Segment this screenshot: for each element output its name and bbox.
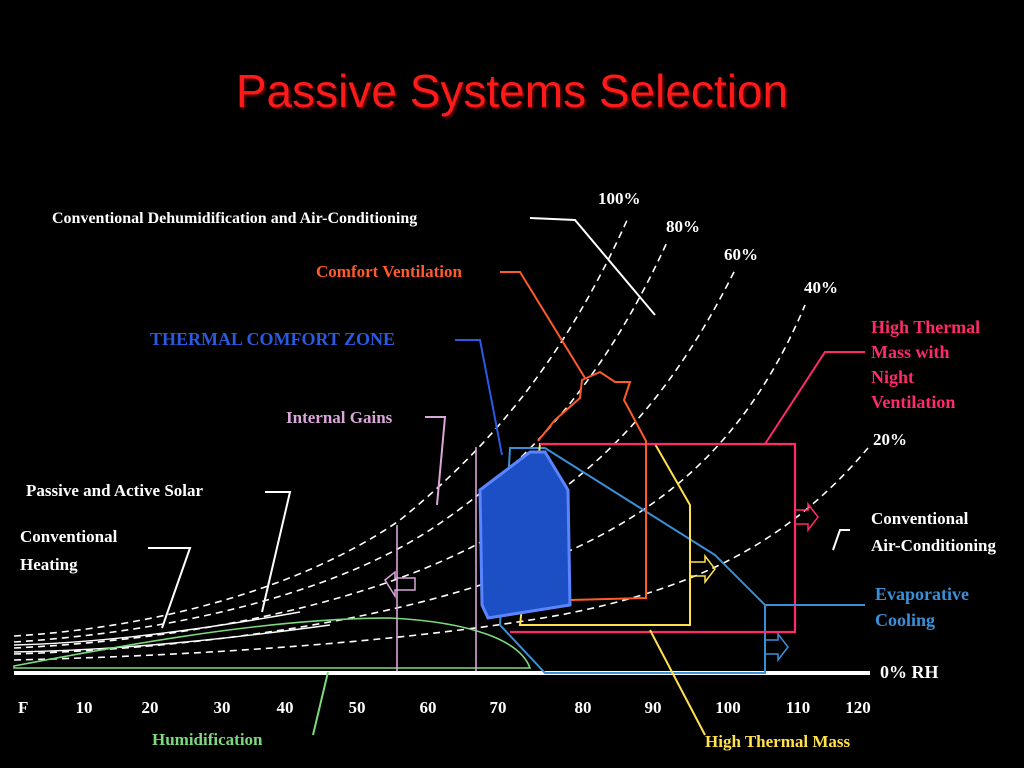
leader-htm-night bbox=[764, 351, 865, 445]
leader-high-thermal-mass bbox=[649, 629, 706, 736]
label-humidification: Humidification bbox=[152, 730, 263, 749]
htm-night-vent-zone bbox=[510, 442, 797, 634]
label-htm-night-4: Ventilation bbox=[871, 392, 955, 412]
rh-label-100: 100% bbox=[598, 189, 641, 208]
leader-humidification bbox=[312, 671, 329, 736]
pink-arrow-head bbox=[795, 501, 819, 533]
rh-label-40: 40% bbox=[804, 278, 838, 297]
label-baseline: 0% RH bbox=[880, 662, 939, 682]
label-evap-1: Evaporative bbox=[875, 584, 969, 604]
x-tick-label: 50 bbox=[349, 698, 366, 717]
label-conv-ac-1: Conventional bbox=[871, 509, 969, 528]
leader-thermal-zone bbox=[455, 339, 503, 456]
x-tick-label: 100 bbox=[715, 698, 741, 717]
label-htm-night-1: High Thermal bbox=[871, 317, 980, 337]
label-thermal-zone: THERMAL COMFORT ZONE bbox=[150, 329, 395, 349]
label-conv-heating-1: Conventional bbox=[20, 527, 118, 546]
label-htm-night-3: Night bbox=[871, 367, 914, 387]
rh-label-20: 20% bbox=[873, 430, 907, 449]
yellow-arrow-head bbox=[690, 553, 716, 585]
rh-curve-solid-a bbox=[13, 611, 301, 646]
leader-internal-gains bbox=[425, 416, 447, 506]
slide-title: Passive Systems Selection bbox=[235, 65, 789, 117]
x-tick-label: 10 bbox=[76, 698, 93, 717]
x-tick-label: 60 bbox=[420, 698, 437, 717]
label-solar: Passive and Active Solar bbox=[26, 481, 204, 500]
leader-conv-heating bbox=[148, 547, 192, 629]
humidification-zone bbox=[13, 617, 532, 669]
rh-curve-40 bbox=[13, 304, 806, 655]
leader-solar bbox=[261, 491, 292, 613]
leader-conv-ac bbox=[832, 529, 850, 551]
conv-heating-arrow bbox=[384, 570, 416, 599]
x-axis-label: F bbox=[18, 698, 28, 717]
x-tick-label: 120 bbox=[845, 698, 871, 717]
x-tick-label: 110 bbox=[786, 698, 811, 717]
label-dehum: Conventional Dehumidification and Air-Co… bbox=[52, 210, 417, 227]
x-tick-label: 20 bbox=[142, 698, 159, 717]
thermal-comfort-zone bbox=[478, 450, 572, 620]
label-comfort-vent: Comfort Ventilation bbox=[316, 262, 462, 281]
leader-comfort-vent bbox=[500, 271, 586, 379]
rh-curve-solid-b bbox=[13, 624, 331, 653]
label-internal-gains: Internal Gains bbox=[286, 408, 393, 427]
x-tick-label: 70 bbox=[490, 698, 507, 717]
label-evap-2: Cooling bbox=[875, 610, 935, 630]
x-tick-label: 80 bbox=[575, 698, 592, 717]
label-conv-heating-2: Heating bbox=[20, 555, 78, 574]
rh-curve-60 bbox=[13, 269, 736, 649]
rh-curve-20 bbox=[13, 447, 869, 661]
label-htm-night-2: Mass with bbox=[871, 342, 950, 362]
rh-label-80: 80% bbox=[666, 217, 700, 236]
rh-label-60: 60% bbox=[724, 245, 758, 264]
leader-dehum bbox=[529, 217, 656, 316]
label-high-thermal-mass: High Thermal Mass bbox=[705, 732, 851, 751]
rh-curves bbox=[13, 217, 869, 661]
x-tick-label: 40 bbox=[277, 698, 294, 717]
comfort-ventilation-zone bbox=[537, 370, 647, 601]
x-axis-ticks: 10 20 30 40 50 60 70 80 90 100 110 120 bbox=[76, 698, 871, 717]
blue-arrow-head bbox=[765, 631, 789, 663]
x-tick-label: 90 bbox=[645, 698, 662, 717]
label-conv-ac-2: Air-Conditioning bbox=[871, 536, 997, 555]
x-tick-label: 30 bbox=[214, 698, 231, 717]
evaporative-cooling-zone bbox=[498, 447, 766, 674]
rh-curve-80 bbox=[13, 239, 669, 643]
